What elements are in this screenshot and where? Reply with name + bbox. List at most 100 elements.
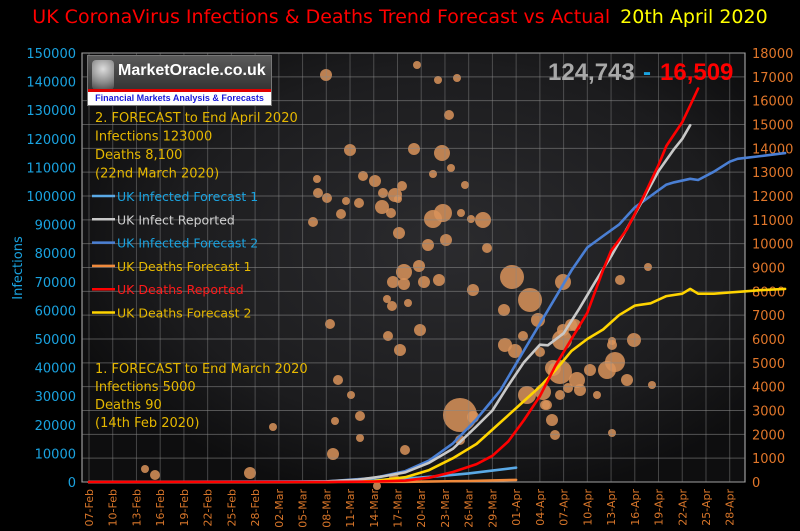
chart-title-main: UK CoronaVirus Infections & Deaths Trend… [32, 6, 611, 28]
map-marker [461, 181, 469, 189]
map-marker [398, 278, 410, 290]
x-tick-label: 04-Apr [534, 489, 547, 526]
series-line-deaths-reported [87, 87, 700, 484]
y-tick-label-right: 17000 [752, 71, 793, 86]
forecast1-note-line: 1. FORECAST to End March 2020 [95, 362, 308, 377]
legend-label: UK Infect Reported [117, 212, 235, 227]
map-marker [443, 398, 477, 432]
map-marker [440, 234, 452, 246]
map-marker [453, 74, 461, 82]
x-tick-label: 07-Apr [558, 489, 571, 526]
x-tick-label: 29-Mar [486, 489, 499, 528]
forecast1-note-line: (14th Feb 2020) [95, 416, 199, 431]
y-tick-label-right: 8000 [752, 285, 785, 300]
logo-brand: MarketOracle.co.uk [118, 62, 266, 79]
map-marker [244, 467, 256, 479]
x-tick-label: 22-Apr [676, 489, 689, 526]
chart-title: UK CoronaVirus Infections & Deaths Trend… [0, 6, 800, 28]
map-marker [569, 372, 585, 388]
map-marker [358, 171, 368, 181]
map-marker [269, 423, 277, 431]
forecast-notes: 2. FORECAST to End April 2020 Infections … [95, 111, 308, 431]
map-marker [396, 264, 412, 280]
series-line-infected-forecast-2 [87, 151, 787, 484]
x-tick-label: 25-Apr [700, 489, 713, 526]
y-tick-label-right: 10000 [752, 238, 793, 253]
map-marker [508, 344, 522, 358]
map-marker [413, 61, 421, 69]
y-tick-label-left: 20000 [35, 419, 76, 434]
y-tick-label-left: 10000 [35, 447, 76, 462]
y-tick-label-left: 80000 [35, 247, 76, 262]
forecast1-note-line: Infections 5000 [95, 380, 196, 395]
x-tick-label: 22-Feb [202, 489, 215, 526]
map-marker [433, 274, 445, 286]
chart-title-date: 20th April 2020 [620, 6, 768, 28]
map-marker [518, 288, 542, 312]
map-marker [387, 301, 397, 311]
x-tick-label: 17-Mar [391, 489, 404, 528]
x-tick-label: 07-Feb [83, 489, 96, 526]
y-tick-label-left: 30000 [35, 390, 76, 405]
map-marker [482, 243, 492, 253]
map-marker [574, 384, 586, 396]
map-marker [621, 374, 633, 386]
forecast2-note-line: Deaths 8,100 [95, 148, 182, 163]
map-marker [373, 482, 381, 490]
map-marker [546, 414, 558, 426]
map-marker [355, 411, 365, 421]
y-tick-label-right: 16000 [752, 95, 793, 110]
forecast2-note-line: Infections 123000 [95, 130, 212, 145]
map-marker [387, 276, 399, 288]
logo-tagline: Financial Markets Analysis & Forecasts [88, 92, 271, 105]
x-tick-label: 01-Apr [510, 489, 523, 526]
y-tick-label-right: 4000 [752, 381, 785, 396]
legend-label: UK Deaths Forecast 1 [117, 259, 251, 274]
x-axis: 07-Feb 10-Feb 13-Feb 16-Feb 19-Feb 22-Feb 25-F… [83, 489, 737, 528]
map-marker [598, 361, 616, 379]
x-tick-label: 23-Mar [439, 489, 452, 528]
map-marker [555, 390, 565, 400]
y-axis-right: 0 1000 2000 3000 4000 5000 6000 7000 8000 9000 100… [752, 47, 793, 491]
x-tick-label: 08-Mar [320, 489, 333, 528]
map-marker [413, 260, 425, 272]
map-marker [327, 448, 339, 460]
x-tick-label: 19-Feb [178, 489, 191, 526]
map-marker [535, 347, 545, 357]
y-tick-label-right: 13000 [752, 166, 793, 181]
statue-icon [92, 60, 114, 90]
logo-stripe [88, 89, 271, 92]
y-tick-label-left: 100000 [26, 190, 76, 205]
y-tick-label-left: 90000 [35, 219, 76, 234]
y-tick-label-right: 6000 [752, 333, 785, 348]
x-tick-label: 20-Mar [415, 489, 428, 528]
legend-label: UK Deaths Reported [117, 282, 244, 297]
y-tick-label-left: 40000 [35, 362, 76, 377]
y-axis-left: 0 10000 20000 30000 40000 50000 60000 70000 8000… [26, 47, 76, 491]
y-tick-label-left: 150000 [26, 47, 76, 62]
legend-label: UK Infected Forecast 1 [117, 189, 258, 204]
series-group [87, 87, 787, 484]
x-tick-label: 10-Apr [581, 489, 594, 526]
y-tick-label-right: 11000 [752, 214, 793, 229]
map-marker [593, 391, 601, 399]
map-marker [608, 337, 616, 345]
y-tick-label-left: 130000 [26, 104, 76, 119]
y-tick-label-right: 3000 [752, 405, 785, 420]
map-marker [356, 434, 364, 442]
map-marker [584, 364, 596, 376]
headline-infections: 124,743 [548, 59, 635, 86]
map-marker [325, 319, 335, 329]
x-tick-label: 28-Feb [249, 489, 262, 526]
map-marker [414, 324, 426, 336]
forecast1-note-line: Deaths 90 [95, 398, 162, 413]
x-tick-label: 11-Mar [344, 489, 357, 528]
headline-separator: - [643, 59, 651, 86]
map-marker [608, 429, 616, 437]
map-marker [308, 217, 318, 227]
map-marker [394, 344, 406, 356]
map-marker [393, 227, 405, 239]
y-tick-label-right: 2000 [752, 428, 785, 443]
map-marker [434, 76, 442, 84]
map-marker [457, 209, 465, 217]
